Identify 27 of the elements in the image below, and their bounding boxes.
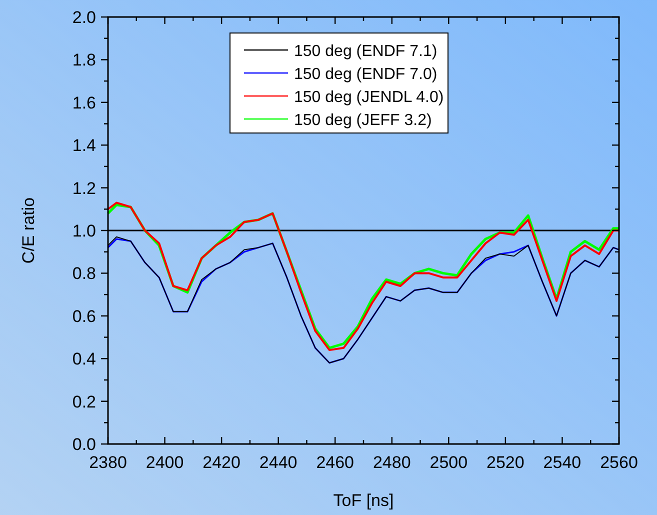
y-tick-label: 0.6 — [72, 306, 96, 326]
x-tick-label: 2400 — [146, 453, 184, 472]
legend-label: 150 deg (JENDL 4.0) — [294, 89, 444, 106]
y-tick-label: 2.0 — [72, 8, 96, 27]
legend-label: 150 deg (ENDF 7.0) — [294, 66, 438, 83]
y-tick-label: 0.8 — [72, 264, 96, 284]
y-tick-label: 0.4 — [72, 350, 96, 369]
y-tick-label: 1.0 — [72, 222, 96, 240]
legend-label: 150 deg (JEFF 3.2) — [294, 112, 432, 129]
x-tick-label: 2560 — [600, 453, 638, 472]
y-tick-label: 1.4 — [72, 136, 96, 156]
x-tick-label: 2480 — [372, 453, 411, 472]
x-tick-label: 2500 — [430, 453, 468, 472]
x-tick-label: 2520 — [486, 453, 524, 472]
y-tick-label: 1.2 — [72, 178, 96, 198]
x-tick-label: 2380 — [89, 453, 127, 472]
x-tick-label: 2540 — [543, 453, 582, 472]
y-tick-label: 1.6 — [72, 93, 96, 112]
y-tick-label: 0.0 — [72, 435, 96, 454]
x-tick-label: 2440 — [259, 453, 298, 472]
legend-label: 150 deg (ENDF 7.1) — [294, 43, 438, 60]
y-tick-label: 0.2 — [72, 392, 96, 412]
x-tick-label: 2420 — [202, 453, 240, 472]
y-tick-label: 1.8 — [72, 50, 96, 70]
x-axis-title: ToF [ns] — [333, 491, 394, 510]
y-axis-title: C/E ratio — [19, 197, 38, 264]
x-tick-label: 2460 — [316, 453, 354, 472]
